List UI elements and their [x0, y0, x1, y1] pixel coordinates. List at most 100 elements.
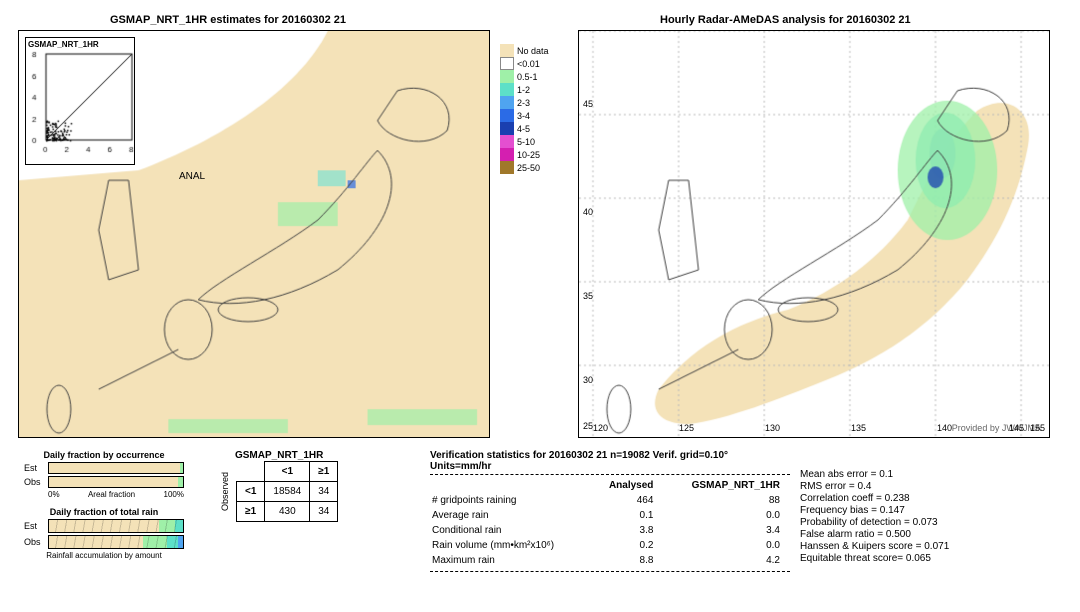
stats-hdr-2: GSMAP_NRT_1HR — [663, 479, 788, 492]
legend-swatch — [500, 70, 514, 83]
color-legend: No data <0.01 0.5-11-2 2-3 3-4 4-55-10 10-25 25… — [500, 44, 549, 174]
lat-tick: 25 — [583, 421, 593, 431]
stats-label: Maximum rain — [432, 554, 587, 567]
contingency-table: <1≥1 <11858434 ≥143034 — [236, 461, 338, 522]
occ-axis-mid: Areal fraction — [88, 490, 135, 499]
stats-row: Average rain0.10.0 — [432, 509, 788, 522]
accum-footer: Rainfall accumulation by amount — [24, 551, 184, 560]
score-line: Hanssen & Kuipers score = 0.071 — [800, 541, 1060, 552]
lat-tick: 40 — [583, 207, 593, 217]
ct-cell-01: 34 — [310, 482, 338, 502]
lat-tick: 30 — [583, 375, 593, 385]
stats-val-b: 3.4 — [663, 524, 788, 537]
stats-title: Verification statistics for 20160302 21 … — [430, 450, 790, 472]
ct-row-1: ≥1 — [237, 502, 265, 522]
tot-est-bar — [48, 519, 184, 533]
legend-row: 5-10 — [500, 135, 549, 148]
legend-row: 2-3 — [500, 96, 549, 109]
legend-label: No data — [517, 46, 549, 56]
ct-cell-00: 18584 — [265, 482, 310, 502]
legend-label: <0.01 — [517, 59, 540, 69]
stats-table: Analysed GSMAP_NRT_1HR # gridpoints rain… — [430, 477, 790, 569]
legend-label: 2-3 — [517, 98, 530, 108]
legend-label: 10-25 — [517, 150, 540, 160]
contingency-block: GSMAP_NRT_1HR Observed <1≥1 <11858434 ≥1… — [220, 450, 338, 522]
lon-tick: 130 — [765, 423, 780, 433]
stats-val-a: 464 — [589, 494, 661, 507]
daily-total-title: Daily fraction of total rain — [24, 507, 184, 517]
stats-row: Rain volume (mm•km²x10⁶)0.20.0 — [432, 539, 788, 552]
lat-tick: 35 — [583, 291, 593, 301]
score-line: RMS error = 0.4 — [800, 481, 1060, 492]
lon-tick: 135 — [851, 423, 866, 433]
score-line: Equitable threat score= 0.065 — [800, 553, 1060, 564]
score-line: Mean abs error = 0.1 — [800, 469, 1060, 480]
occ-obs-bar — [48, 476, 184, 488]
occ-axis-right: 100% — [164, 490, 184, 499]
stats-val-b: 4.2 — [663, 554, 788, 567]
legend-row: 0.5-1 — [500, 70, 549, 83]
legend-swatch — [500, 83, 514, 96]
legend-label: 3-4 — [517, 111, 530, 121]
legend-row: 4-5 — [500, 122, 549, 135]
ct-col-1: ≥1 — [310, 462, 338, 482]
legend-row: 10-25 — [500, 148, 549, 161]
ct-row-0: <1 — [237, 482, 265, 502]
ct-observed-label: Observed — [220, 472, 230, 511]
scores-block: Mean abs error = 0.1RMS error = 0.4Corre… — [800, 468, 1060, 565]
stats-row: Conditional rain3.83.4 — [432, 524, 788, 537]
legend-row: No data — [500, 44, 549, 57]
left-map-title: GSMAP_NRT_1HR estimates for 20160302 21 — [110, 14, 346, 26]
legend-row: 1-2 — [500, 83, 549, 96]
lon-tick: 120 — [593, 423, 608, 433]
stats-val-a: 0.1 — [589, 509, 661, 522]
legend-label: 4-5 — [517, 124, 530, 134]
anal-label: ANAL — [179, 171, 205, 182]
ct-title: GSMAP_NRT_1HR — [220, 450, 338, 461]
daily-occurrence-block: Daily fraction by occurrence Est Obs 0% … — [24, 450, 184, 560]
stats-val-b: 0.0 — [663, 509, 788, 522]
occ-axis-left: 0% — [48, 490, 60, 499]
legend-row: 25-50 — [500, 161, 549, 174]
stats-row: # gridpoints raining46488 — [432, 494, 788, 507]
right-map: Provided by JWA/JMA 45403530251201251301… — [578, 30, 1050, 438]
daily-occurrence-title: Daily fraction by occurrence — [24, 450, 184, 460]
occ-est-label: Est — [24, 463, 48, 473]
legend-label: 0.5-1 — [517, 72, 538, 82]
score-line: Frequency bias = 0.147 — [800, 505, 1060, 516]
legend-swatch — [500, 122, 514, 135]
legend-row: <0.01 — [500, 57, 549, 70]
occ-est-bar — [48, 462, 184, 474]
legend-swatch — [500, 44, 514, 57]
stats-row: Maximum rain8.84.2 — [432, 554, 788, 567]
legend-swatch — [500, 109, 514, 122]
scatter-title: GSMAP_NRT_1HR — [28, 40, 99, 49]
provided-by: Provided by JWA/JMA — [952, 423, 1041, 433]
lat-tick: 45 — [583, 99, 593, 109]
stats-val-a: 3.8 — [589, 524, 661, 537]
stats-label: # gridpoints raining — [432, 494, 587, 507]
stats-hdr-0 — [432, 479, 587, 492]
legend-swatch — [500, 96, 514, 109]
scatter-canvas — [26, 50, 136, 166]
score-line: Correlation coeff = 0.238 — [800, 493, 1060, 504]
tot-obs-label: Obs — [24, 537, 48, 547]
score-line: Probability of detection = 0.073 — [800, 517, 1060, 528]
legend-label: 25-50 — [517, 163, 540, 173]
bottom-panel: Daily fraction by occurrence Est Obs 0% … — [0, 450, 1080, 612]
ct-col-0: <1 — [265, 462, 310, 482]
lon-tick: 145 — [1009, 423, 1024, 433]
scatter-inset: GSMAP_NRT_1HR — [25, 37, 135, 165]
stats-block: Verification statistics for 20160302 21 … — [430, 450, 790, 574]
tot-est-label: Est — [24, 521, 48, 531]
tot-obs-bar — [48, 535, 184, 549]
stats-val-a: 8.8 — [589, 554, 661, 567]
ct-cell-11: 34 — [310, 502, 338, 522]
right-map-canvas — [579, 31, 1049, 437]
left-map: GSMAP_NRT_1HR ANAL — [18, 30, 490, 438]
score-line: False alarm ratio = 0.500 — [800, 529, 1060, 540]
stats-hdr-1: Analysed — [589, 479, 661, 492]
legend-swatch — [500, 135, 514, 148]
stats-label: Average rain — [432, 509, 587, 522]
lon-tick: 140 — [937, 423, 952, 433]
